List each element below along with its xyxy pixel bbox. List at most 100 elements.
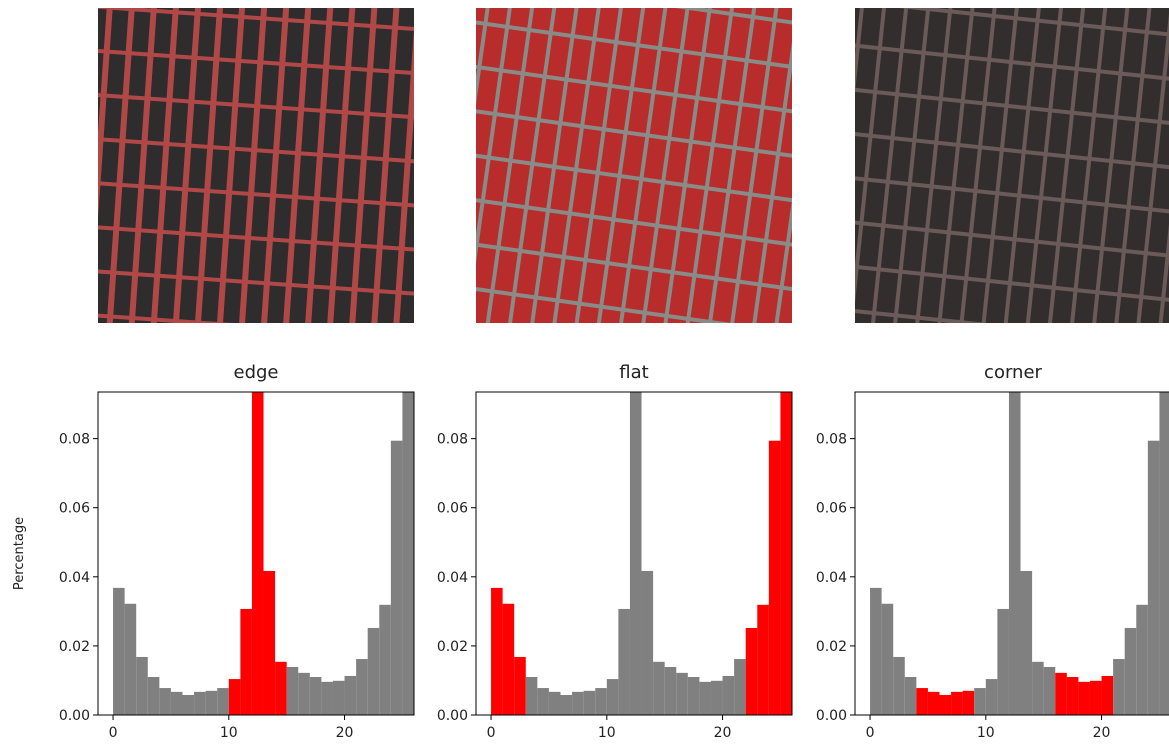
bar — [217, 688, 229, 715]
bar — [525, 677, 538, 715]
bar — [1147, 440, 1160, 715]
axes-frame — [97, 391, 415, 716]
bar — [205, 690, 218, 715]
y-tick-label: 0.08 — [59, 432, 90, 448]
bar — [734, 659, 746, 715]
bar — [641, 570, 654, 715]
bar — [606, 679, 619, 715]
x-tick-label: 20 — [1093, 725, 1111, 741]
x-tick-label: 20 — [336, 725, 354, 741]
bar — [583, 690, 596, 715]
bar — [939, 694, 952, 715]
bar — [113, 587, 125, 715]
y-axis-label: Percentage — [12, 517, 27, 590]
bar — [780, 392, 792, 715]
bar — [147, 677, 160, 715]
y-tick-label: 0.08 — [437, 432, 468, 448]
bar — [1136, 604, 1148, 715]
bar — [870, 587, 882, 715]
chart-title: corner — [984, 362, 1042, 383]
bar — [653, 661, 665, 715]
bar — [124, 603, 137, 715]
bar — [1020, 570, 1033, 715]
bar — [676, 672, 688, 715]
bar — [722, 675, 735, 715]
bar — [893, 656, 905, 715]
bar — [379, 604, 391, 715]
bar — [904, 677, 917, 715]
x-tick-label: 0 — [866, 725, 875, 741]
bar — [1159, 392, 1169, 715]
bar — [745, 627, 758, 715]
bar — [595, 688, 607, 715]
bar — [618, 608, 630, 715]
y-tick-label: 0.00 — [816, 708, 847, 724]
bar — [1032, 661, 1044, 715]
bar — [974, 688, 986, 715]
bar — [356, 659, 368, 715]
bar — [194, 691, 206, 715]
bar — [286, 666, 299, 715]
bar — [1055, 672, 1067, 715]
bar — [927, 691, 940, 715]
bar — [136, 656, 148, 715]
bar — [537, 688, 549, 715]
bar — [757, 604, 769, 715]
y-tick-label: 0.04 — [59, 570, 90, 586]
bar — [159, 688, 171, 715]
image-edge — [98, 8, 414, 323]
y-tick-label: 0.06 — [59, 501, 90, 517]
bar — [997, 608, 1009, 715]
bar — [182, 694, 195, 715]
bar — [916, 688, 928, 715]
bar — [298, 672, 310, 715]
bar — [367, 627, 380, 715]
y-tick-label: 0.04 — [816, 570, 847, 586]
chart-title: edge — [234, 362, 279, 383]
bar — [1101, 675, 1114, 715]
bar — [951, 691, 963, 715]
bar — [251, 392, 264, 715]
x-tick-label: 10 — [977, 725, 995, 741]
bar — [1124, 627, 1137, 715]
y-tick-label: 0.06 — [816, 501, 847, 517]
x-tick-label: 20 — [714, 725, 732, 741]
bar — [768, 440, 781, 715]
bar — [572, 691, 584, 715]
bar — [560, 694, 573, 715]
y-tick-label: 0.06 — [437, 501, 468, 517]
y-tick-label: 0.00 — [59, 708, 90, 724]
chart-title: flat — [619, 362, 648, 383]
bar — [1066, 677, 1079, 715]
bar — [402, 392, 414, 715]
bar — [514, 656, 526, 715]
bar — [664, 666, 677, 715]
axes-frame — [854, 391, 1169, 716]
y-tick-label: 0.02 — [437, 639, 468, 655]
bar — [1113, 659, 1125, 715]
bar — [1078, 681, 1090, 715]
y-tick-label: 0.00 — [437, 708, 468, 724]
bar — [710, 680, 723, 715]
bar — [1008, 392, 1021, 715]
bar — [629, 392, 642, 715]
bar — [390, 440, 403, 715]
bar — [344, 675, 357, 715]
plot-area — [870, 392, 1169, 715]
bar — [275, 661, 287, 715]
bar — [1043, 666, 1056, 715]
bar — [170, 691, 183, 715]
y-tick-label: 0.02 — [59, 639, 90, 655]
bar — [502, 603, 515, 715]
y-tick-label: 0.04 — [437, 570, 468, 586]
y-tick-label: 0.02 — [816, 639, 847, 655]
bar — [332, 680, 345, 715]
bar — [309, 677, 322, 715]
plot-area — [491, 392, 792, 715]
bar — [1089, 680, 1102, 715]
x-tick-label: 10 — [220, 725, 238, 741]
x-tick-label: 0 — [109, 725, 118, 741]
bar — [962, 690, 975, 715]
y-tick-label: 0.08 — [816, 432, 847, 448]
